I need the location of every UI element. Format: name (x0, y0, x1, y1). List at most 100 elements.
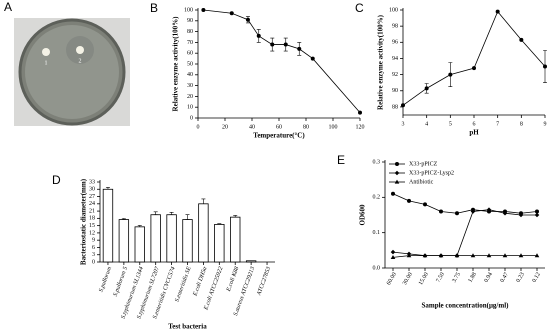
y-tick-label: 10 (187, 105, 193, 111)
y-tick-label: 0.1 (373, 230, 381, 236)
marker (486, 253, 492, 258)
bar (214, 224, 225, 263)
x-tick-label: 30.00 (402, 272, 414, 287)
marker (401, 103, 405, 108)
x-tick-label: 0 (197, 124, 200, 130)
x-tick-label: 7.50 (435, 272, 445, 284)
spot-label: 1 (45, 60, 48, 66)
bar (166, 214, 177, 263)
y-tick-label: 40 (187, 72, 193, 78)
bar (150, 214, 161, 263)
panel-label: A (4, 0, 12, 14)
bar (198, 203, 209, 263)
y-tick-label: 0.3 (373, 159, 381, 165)
y-tick-label: 24 (89, 201, 95, 207)
marker (201, 8, 206, 12)
panel-label: B (150, 1, 158, 15)
marker (283, 42, 288, 47)
x-tick-label: 7 (496, 121, 499, 127)
marker (455, 211, 459, 216)
x-axis-label: pH (469, 129, 479, 137)
y-tick-label: 6 (92, 245, 95, 251)
y-axis-label: OD600 (359, 204, 367, 226)
y-tick-label: 0.2 (373, 195, 381, 201)
marker (470, 253, 476, 258)
x-tick-label: 5 (449, 121, 452, 127)
marker (519, 37, 524, 42)
x-tick-label: ATCC27853 (256, 266, 272, 297)
y-tick-label: 60 (187, 51, 193, 57)
axis (402, 8, 545, 116)
y-tick-label: 3 (92, 252, 95, 258)
marker (229, 11, 234, 16)
marker (422, 253, 428, 258)
marker (502, 210, 508, 216)
marker (407, 198, 411, 203)
y-axis-label: Relative enzyme activity(100%) (172, 16, 180, 112)
marker (245, 17, 250, 22)
x-tick-label: 0.47 (499, 272, 509, 284)
line (402, 10, 546, 106)
marker (423, 202, 427, 207)
marker (310, 56, 315, 61)
x-tick-label: 120 (356, 124, 365, 130)
bar (118, 219, 130, 263)
marker (502, 253, 508, 258)
x-tick-label: E.coli DH5α (192, 265, 209, 297)
y-tick-label: 0.0 (373, 265, 381, 271)
x-tick-label: 3 (402, 121, 405, 127)
y-tick-label: 96 (392, 40, 398, 46)
marker (297, 46, 302, 51)
y-tick-label: 100 (389, 7, 398, 13)
x-tick-label: S.pullorum 5 (113, 266, 129, 297)
x-tick-label: 60.00 (386, 272, 398, 287)
x-tick-label: 8 (520, 121, 523, 127)
spot (42, 48, 50, 56)
x-tick-label: 4 (425, 121, 428, 127)
panel-label: D (52, 173, 61, 187)
y-tick-label: 18 (89, 216, 95, 222)
y-tick-label: 9 (92, 238, 95, 244)
x-axis-label: Sample concentration(μg/ml) (422, 302, 510, 310)
y-tick-label: 27 (89, 194, 95, 200)
marker (472, 66, 476, 71)
marker (486, 207, 492, 212)
x-tick-label: 1.88 (467, 272, 477, 284)
line (392, 209, 537, 257)
y-tick-label: 15 (89, 223, 95, 229)
x-tick-label: 0.12 (531, 272, 541, 284)
y-tick-label: 80 (187, 29, 193, 35)
y-tick-label: 92 (392, 72, 398, 78)
marker (270, 42, 275, 47)
bar (102, 188, 114, 263)
x-tick-label: 3.75 (451, 272, 461, 284)
axis (197, 8, 360, 119)
error-bar (185, 214, 190, 220)
legend-marker (394, 170, 400, 176)
marker (543, 64, 547, 69)
x-tick-label: 80 (303, 124, 309, 130)
legend-marker (394, 179, 400, 184)
y-tick-label: 21 (89, 208, 95, 214)
y-axis-label: Relative enzyme activity(100%) (377, 14, 385, 110)
marker (495, 9, 500, 14)
marker (406, 253, 412, 258)
x-tick-label: 60 (276, 124, 282, 130)
panel-label: E (337, 153, 345, 167)
line (203, 9, 361, 113)
y-tick-label: 98 (392, 24, 398, 30)
marker (438, 253, 444, 258)
x-tick-label: 6 (473, 121, 476, 127)
spot (76, 46, 84, 54)
marker (534, 212, 540, 218)
marker (358, 110, 362, 115)
x-axis-label: Test bacteria (168, 323, 207, 331)
y-tick-label: 0 (92, 259, 95, 265)
marker (391, 191, 395, 196)
x-tick-label: 9 (544, 121, 547, 127)
bar (230, 216, 241, 263)
y-tick-label: 30 (89, 187, 95, 193)
x-tick-label: 0.23 (515, 272, 525, 284)
